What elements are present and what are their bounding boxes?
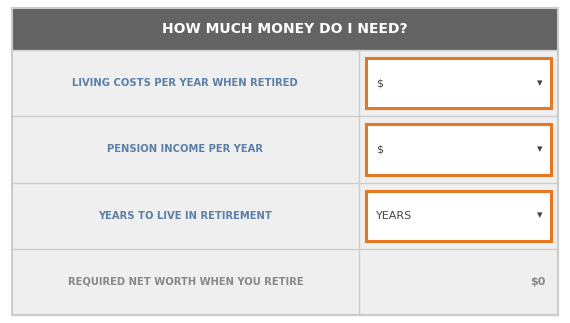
Text: ▾: ▾ — [538, 78, 543, 88]
Text: PENSION INCOME PER YEAR: PENSION INCOME PER YEAR — [107, 144, 263, 154]
Text: YEARS TO LIVE IN RETIREMENT: YEARS TO LIVE IN RETIREMENT — [99, 211, 272, 221]
Text: ▾: ▾ — [538, 211, 543, 221]
Text: LIVING COSTS PER YEAR WHEN RETIRED: LIVING COSTS PER YEAR WHEN RETIRED — [72, 78, 298, 88]
Bar — [12, 50, 558, 116]
Text: $: $ — [376, 78, 382, 88]
Bar — [12, 8, 558, 50]
Text: $0: $0 — [531, 277, 546, 287]
Bar — [12, 182, 558, 249]
Bar — [366, 191, 551, 241]
Text: YEARS: YEARS — [376, 211, 412, 221]
Bar — [366, 124, 551, 174]
Text: $: $ — [376, 144, 382, 154]
Bar — [12, 249, 558, 315]
Text: REQUIRED NET WORTH WHEN YOU RETIRE: REQUIRED NET WORTH WHEN YOU RETIRE — [67, 277, 303, 287]
Text: HOW MUCH MONEY DO I NEED?: HOW MUCH MONEY DO I NEED? — [162, 22, 408, 36]
Bar — [366, 58, 551, 108]
Text: ▾: ▾ — [538, 144, 543, 154]
Bar — [12, 116, 558, 182]
